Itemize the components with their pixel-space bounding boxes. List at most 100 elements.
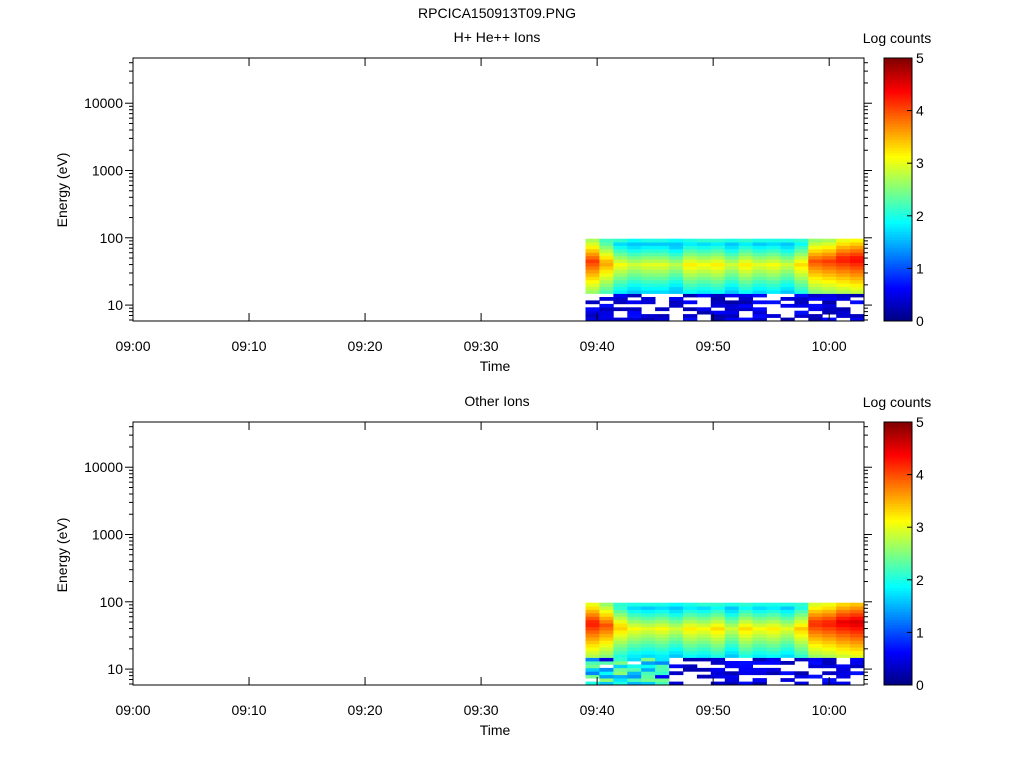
heatmap-cell: [585, 637, 600, 641]
colorbar-tick-label: 2: [916, 208, 924, 224]
heatmap-cell: [780, 238, 795, 243]
heatmap-cell: [613, 293, 628, 298]
y-tick-label: 10: [107, 661, 123, 677]
heatmap-cell: [683, 286, 698, 291]
y-tick-label: 10: [107, 297, 123, 313]
heatmap-cell: [655, 286, 670, 291]
heatmap-cell: [669, 654, 684, 658]
heatmap-cell: [794, 671, 809, 676]
colorbar-swatch: [884, 207, 912, 212]
heatmap-cell: [738, 273, 753, 277]
heatmap-cell: [794, 297, 809, 301]
heatmap-cell: [752, 633, 767, 638]
colorbar-swatch: [884, 163, 912, 167]
colorbar-swatch: [884, 519, 912, 523]
heatmap-cell: [766, 647, 781, 652]
heatmap-cell: [780, 626, 795, 631]
x-tick-label: 09:10: [232, 702, 267, 718]
heatmap-cell: [822, 623, 837, 628]
heatmap-cell: [627, 279, 642, 284]
colorbar-swatch: [884, 471, 912, 476]
colorbar-swatch: [884, 566, 912, 570]
heatmap-cell: [794, 303, 809, 308]
heatmap-cell: [627, 667, 642, 672]
heatmap-cell: [627, 310, 642, 315]
heatmap-cell: [696, 650, 712, 655]
heatmap-cell: [724, 252, 740, 257]
heatmap-cell: [738, 664, 753, 669]
heatmap-cell: [822, 293, 837, 298]
heatmap-cell: [724, 606, 740, 610]
heatmap-cell: [836, 262, 851, 267]
colorbar-swatch: [884, 521, 912, 526]
heatmap-cell: [696, 249, 712, 253]
heatmap-cell: [752, 654, 767, 658]
heatmap-cell: [613, 245, 628, 250]
heatmap-cell: [752, 252, 767, 257]
heatmap-cell: [724, 647, 740, 652]
heatmap-cell: [710, 613, 726, 617]
heatmap-cell: [808, 293, 823, 298]
x-tick-label: 09:20: [348, 702, 383, 718]
heatmap-cell: [683, 626, 698, 631]
heatmap-cell: [738, 307, 753, 312]
colorbar-swatch: [884, 189, 912, 193]
colorbar-swatch: [884, 511, 912, 515]
colorbar-swatch: [884, 205, 912, 209]
heatmap-cell: [780, 616, 795, 621]
colorbar-swatch: [884, 131, 912, 135]
heatmap-cell: [599, 674, 614, 679]
heatmap-cell: [850, 266, 865, 270]
heatmap-cell: [627, 290, 642, 294]
heatmap-cell: [696, 286, 712, 291]
heatmap-cell: [738, 647, 753, 652]
colorbar-swatch: [884, 102, 912, 106]
heatmap-cell: [794, 314, 809, 318]
colorbar-frame: [883, 421, 913, 686]
colorbar-swatch: [884, 508, 912, 512]
heatmap-cell: [752, 249, 767, 253]
heatmap-cell: [696, 273, 712, 277]
heatmap-cell: [822, 657, 837, 662]
heatmap-cell: [766, 300, 781, 305]
heatmap-cell: [794, 242, 809, 246]
heatmap-cell: [599, 273, 614, 277]
colorbar-swatch: [884, 506, 912, 510]
heatmap-cell: [766, 238, 781, 243]
heatmap-cell: [850, 300, 865, 305]
heatmap-cell: [738, 681, 753, 686]
heatmap-cell: [766, 283, 781, 288]
heatmap-cell: [738, 650, 753, 655]
heatmap-cell: [752, 609, 767, 614]
heatmap-cell: [710, 626, 726, 631]
heatmap-cell: [627, 269, 642, 274]
colorbar-swatch: [884, 503, 912, 507]
heatmap-cell: [780, 647, 795, 652]
colorbar-tick-label: 2: [916, 572, 924, 588]
colorbar-swatch: [884, 569, 912, 573]
heatmap-cell: [585, 623, 600, 628]
colorbar-swatch: [884, 450, 912, 455]
colorbar-swatch: [884, 542, 912, 547]
heatmap-cell: [794, 630, 809, 634]
colorbar-swatch: [884, 68, 912, 72]
colorbar-swatch: [884, 210, 912, 214]
heatmap-cell: [752, 290, 767, 294]
heatmap-cell: [627, 613, 642, 617]
colorbar-swatch: [884, 263, 912, 267]
heatmap-cell: [808, 286, 823, 291]
heatmap-cell: [766, 252, 781, 257]
heatmap-cell: [599, 286, 614, 291]
colorbar-swatch: [884, 218, 912, 222]
heatmap-cell: [822, 650, 837, 655]
heatmap-cell: [655, 616, 670, 621]
colorbar-swatch: [884, 100, 912, 104]
colorbar-swatch: [884, 236, 912, 240]
heatmap-cell: [599, 630, 614, 634]
heatmap-cell: [613, 623, 628, 628]
heatmap-cell: [641, 671, 656, 676]
heatmap-cell: [780, 637, 795, 641]
heatmap-cell: [696, 283, 712, 288]
heatmap-cell: [599, 245, 614, 250]
heatmap-cell: [585, 255, 600, 260]
